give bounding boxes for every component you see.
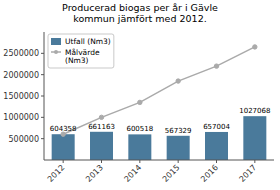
chart-svg: Producerad biogas per år i Gävlekommun j… — [0, 0, 280, 190]
x-axis: 2012 2013 2014 2015 2016 2017 — [46, 160, 258, 184]
legend-item: Målvärde(Nm3) — [51, 48, 100, 66]
legend-items: Utfall (Nm3) Målvärde(Nm3) — [51, 37, 111, 65]
legend-item: Utfall (Nm3) — [51, 37, 111, 46]
y-tick-label: 1000000 — [3, 113, 39, 122]
bar — [128, 134, 151, 160]
x-tick-label: 2017 — [237, 163, 258, 184]
x-tick-label: 2013 — [84, 163, 105, 184]
plot-area — [52, 45, 267, 160]
x-tick — [216, 160, 217, 163]
data-label: 1027068 — [239, 107, 270, 115]
legend-box — [48, 34, 114, 68]
x-tick — [178, 160, 179, 163]
title: Producerad biogas per år i Gävlekommun j… — [62, 2, 218, 24]
data-label: 657004 — [203, 123, 230, 131]
y-tick-label: 2000000 — [3, 71, 39, 80]
y-tick-label: 1500000 — [3, 92, 39, 101]
x-tick — [139, 160, 140, 163]
data-label: 661163 — [88, 123, 115, 131]
legend-label: Utfall (Nm3) — [65, 37, 111, 46]
text-line: kommun jämfört med 2012. — [73, 13, 206, 24]
legend-marker — [54, 50, 58, 54]
legend: Utfall (Nm3) Målvärde(Nm3) — [48, 34, 114, 68]
y-axis-line — [44, 32, 45, 160]
data-label: 604358 — [50, 125, 77, 133]
bar — [90, 132, 113, 160]
x-tick — [254, 160, 255, 163]
x-tick-label: 2012 — [46, 163, 67, 184]
bar — [205, 132, 228, 160]
y-axis: 500000 1000000 1500000 2000000 2500000 — [3, 49, 44, 143]
line-marker — [138, 100, 142, 104]
chart-container: Producerad biogas per år i Gävlekommun j… — [0, 0, 280, 190]
y-tick-label: 2500000 — [3, 49, 39, 58]
line-marker — [99, 115, 103, 119]
bar — [52, 134, 75, 160]
line-marker — [214, 64, 218, 68]
text-line: (Nm3) — [65, 56, 89, 65]
bar — [167, 136, 190, 160]
text-line: Utfall (Nm3) — [65, 37, 111, 46]
data-label: 600518 — [126, 125, 153, 133]
x-tick-label: 2014 — [122, 163, 143, 184]
bar — [243, 116, 266, 160]
data-label: 567329 — [165, 127, 192, 135]
data-labels: 604358 661163 600518 567329 657004 1027068 — [50, 107, 271, 135]
line-marker — [253, 45, 257, 49]
x-tick — [101, 160, 102, 163]
y-tick-label: 500000 — [8, 135, 39, 144]
text-line: Producerad biogas per år i Gävle — [62, 2, 218, 13]
legend-swatch — [51, 38, 61, 45]
legend-label: Målvärde(Nm3) — [65, 48, 100, 66]
x-tick-label: 2015 — [161, 163, 182, 184]
x-axis-line — [44, 160, 274, 161]
x-tick — [63, 160, 64, 163]
x-tick-label: 2016 — [199, 163, 220, 184]
line-marker — [176, 79, 180, 83]
